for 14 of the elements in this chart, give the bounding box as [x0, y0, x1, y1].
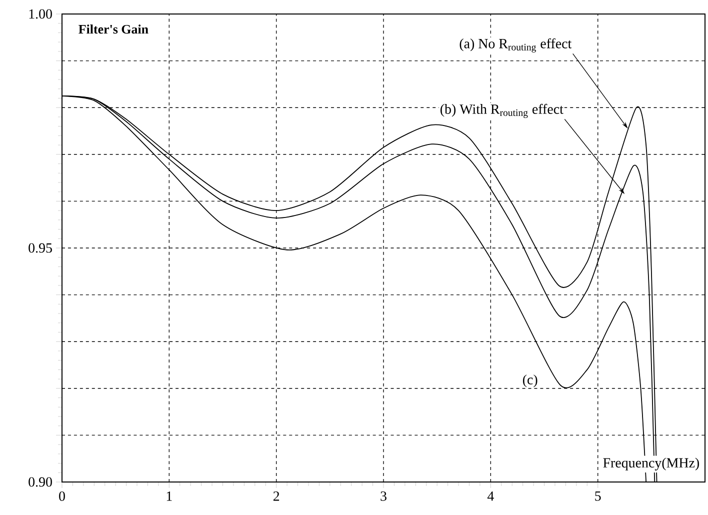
annotation: (b) With R$_{routing}$ effect — [440, 104, 564, 118]
x-tick-label: 1 — [166, 491, 172, 501]
x-tick-label: 4 — [487, 491, 494, 501]
y-tick-label: 0.95 — [28, 243, 52, 253]
y-tick-label: 1.00 — [29, 9, 52, 19]
x-tick-label: 3 — [380, 492, 386, 501]
x-tick-label: 0 — [59, 491, 65, 501]
x-tick-label: 5 — [595, 491, 601, 501]
x-axis-title: Frequency(MHz) — [603, 458, 699, 470]
annotation: (a) No R$_{routing}$ effect — [460, 38, 572, 52]
x-tick-label: 2 — [273, 492, 280, 501]
y-tick-label: 0.90 — [28, 477, 52, 487]
annotation: (c) — [522, 374, 538, 388]
y-axis-title: Filter's Gain — [78, 24, 148, 34]
